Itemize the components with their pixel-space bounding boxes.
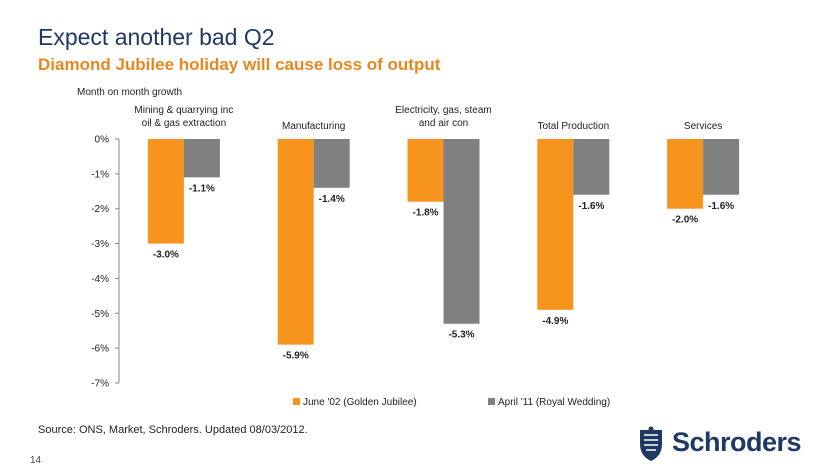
data-label: -1.4%: [319, 194, 345, 205]
page-subtitle: Diamond Jubilee holiday will cause loss …: [38, 55, 441, 74]
y-tick-label: -5%: [91, 309, 109, 320]
data-label: -1.1%: [189, 183, 215, 194]
category-label: Total Production: [537, 121, 609, 132]
bar: [407, 139, 444, 202]
data-label: -5.9%: [283, 351, 309, 362]
y-axis-title: Month on month growth: [77, 87, 182, 98]
page-title: Expect another bad Q2: [38, 24, 275, 50]
data-label: -3.0%: [153, 250, 179, 261]
legend-label: June '02 (Golden Jubilee): [303, 397, 417, 408]
y-tick-label: -7%: [91, 379, 109, 390]
bar: [147, 139, 184, 244]
category-label: Services: [684, 121, 722, 132]
logo-text: Schroders: [672, 427, 802, 457]
crest-icon: [640, 426, 662, 461]
category-label: Electricity, gas, steam: [395, 105, 492, 116]
category-label: oil & gas extraction: [142, 118, 227, 129]
schroders-logo: Schroders: [636, 426, 816, 466]
bar: [313, 139, 350, 188]
data-label: -1.6%: [708, 201, 734, 212]
y-tick-label: -4%: [91, 274, 109, 285]
data-label: -4.9%: [542, 316, 568, 327]
legend-swatch: [488, 398, 495, 405]
bar: [573, 139, 610, 195]
source-note: Source: ONS, Market, Schroders. Updated …: [38, 424, 308, 436]
category-label: Mining & quarrying inc: [134, 105, 233, 116]
category-label: and air con: [419, 118, 468, 129]
bar: [703, 139, 740, 195]
legend-label: April '11 (Royal Wedding): [498, 397, 610, 408]
y-tick-label: 0%: [95, 135, 110, 146]
data-label: -1.6%: [578, 201, 604, 212]
y-tick-label: -2%: [91, 204, 109, 215]
category-label: Manufacturing: [282, 121, 345, 132]
legend-swatch: [293, 398, 300, 405]
page-number: 14: [30, 455, 42, 466]
data-label: -5.3%: [448, 330, 474, 341]
y-tick-label: -1%: [91, 169, 109, 180]
bar: [183, 139, 220, 178]
bar: [667, 139, 704, 209]
data-label: -2.0%: [672, 215, 698, 226]
data-label: -1.8%: [412, 208, 438, 219]
y-tick-label: -3%: [91, 239, 109, 250]
bar: [537, 139, 574, 310]
bar: [443, 139, 480, 324]
bar: [277, 139, 314, 345]
y-tick-label: -6%: [91, 344, 109, 355]
